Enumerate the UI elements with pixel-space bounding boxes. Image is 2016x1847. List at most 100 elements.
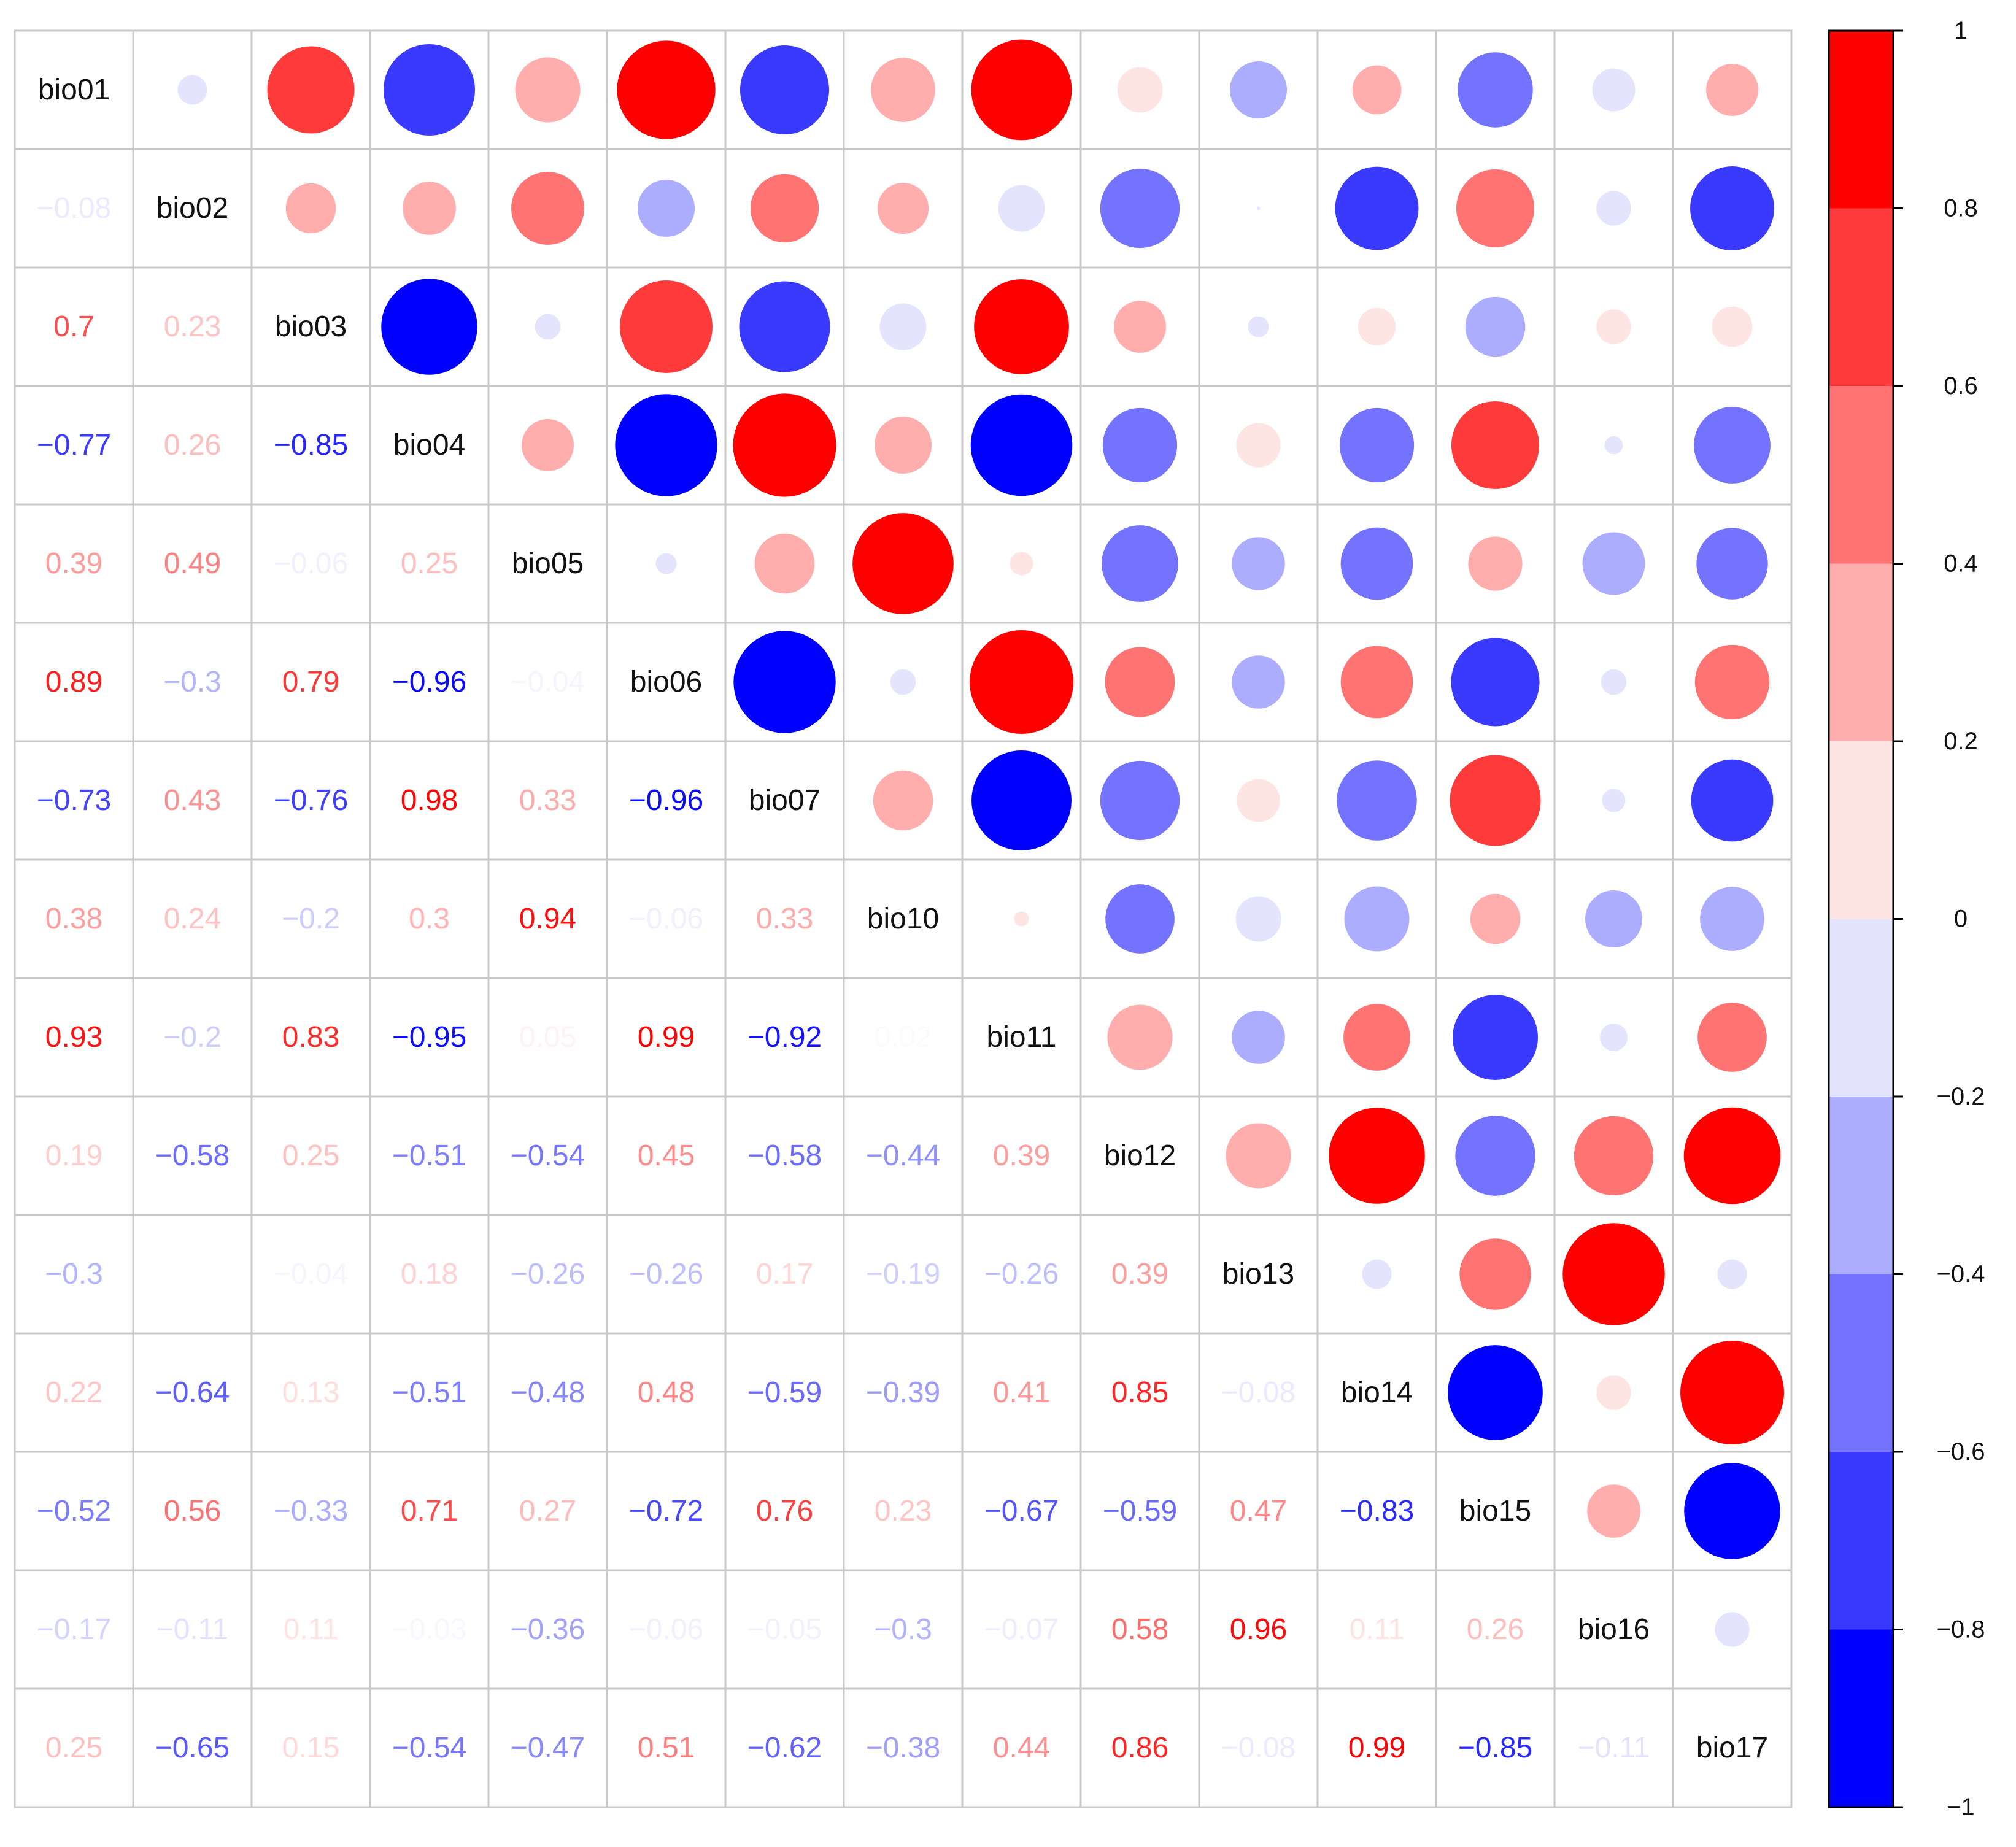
colorbar-segment xyxy=(1829,741,1893,919)
coefficient-label-bio15-bio07: 0.76 xyxy=(756,1495,813,1527)
correlation-circle-bio06-bio12 xyxy=(1105,647,1175,717)
coefficient-label-bio07-bio02: 0.43 xyxy=(164,784,221,817)
coefficient-label-bio11-bio01: 0.93 xyxy=(45,1021,102,1054)
coefficient-label-bio06-bio03: 0.79 xyxy=(282,666,339,698)
colorbar-tick-label: −0.2 xyxy=(1937,1083,1985,1110)
correlation-circle-bio05-bio14 xyxy=(1340,527,1413,600)
coefficient-label-bio12-bio07: −0.58 xyxy=(747,1139,822,1172)
coefficient-label-bio14-bio10: −0.39 xyxy=(866,1376,940,1409)
correlation-circle-bio06-bio14 xyxy=(1340,646,1413,719)
coefficient-label-bio04-bio02: 0.26 xyxy=(164,429,221,461)
coefficient-label-bio05-bio04: 0.25 xyxy=(401,547,458,580)
coefficient-label-bio14-bio03: 0.13 xyxy=(282,1376,339,1409)
coefficient-label-bio17-bio12: 0.86 xyxy=(1111,1732,1168,1764)
correlation-circle-bio03-bio07 xyxy=(739,281,830,372)
correlation-circle-bio12-bio17 xyxy=(1683,1107,1781,1205)
colorbar-segment xyxy=(1829,386,1893,564)
correlation-circle-bio07-bio15 xyxy=(1450,755,1541,846)
coefficient-label-bio06-bio02: −0.3 xyxy=(163,666,222,698)
correlation-circle-bio02-bio07 xyxy=(750,174,819,243)
correlation-circle-bio04-bio15 xyxy=(1451,401,1540,490)
coefficient-label-bio12-bio05: −0.54 xyxy=(511,1139,585,1172)
coefficient-label-bio07-bio03: −0.76 xyxy=(274,784,348,817)
coefficient-label-bio07-bio04: 0.98 xyxy=(401,784,458,817)
correlation-circle-bio02-bio15 xyxy=(1456,169,1535,248)
colorbar-tick-label: 1 xyxy=(1954,17,1968,44)
coefficient-label-bio16-bio04: −0.03 xyxy=(392,1613,466,1646)
coefficient-label-bio14-bio05: −0.48 xyxy=(511,1376,585,1409)
coefficient-label-bio17-bio13: −0.08 xyxy=(1221,1732,1296,1764)
coefficient-label-bio13-bio03: −0.04 xyxy=(274,1258,348,1290)
coefficient-label-bio11-bio06: 0.99 xyxy=(638,1021,695,1054)
correlation-circle-bio10-bio15 xyxy=(1470,893,1521,944)
colorbar: 1 0.8 0.6 0.4 0.2 0 −0.2 −0.4 −0.6 −0.8 −1 xyxy=(1828,17,1985,1821)
colorbar-segment xyxy=(1829,1274,1893,1452)
coefficient-label-bio11-bio07: −0.92 xyxy=(747,1021,822,1054)
correlation-circle-bio02-bio06 xyxy=(637,179,695,237)
colorbar-tick-label: 0.4 xyxy=(1944,550,1978,577)
correlation-circle-bio06-bio16 xyxy=(1601,669,1627,695)
coefficient-label-bio15-bio11: −0.67 xyxy=(984,1495,1059,1527)
coefficient-label-bio10-bio03: −0.2 xyxy=(282,903,340,935)
coefficient-label-bio14-bio06: 0.48 xyxy=(638,1376,695,1409)
correlation-circle-bio16-bio17 xyxy=(1715,1612,1750,1647)
coefficient-label-bio17-bio04: −0.54 xyxy=(392,1732,466,1764)
coefficient-label-bio13-bio04: 0.18 xyxy=(401,1258,458,1290)
correlation-circle-bio13-bio14 xyxy=(1362,1259,1392,1289)
correlation-circle-bio11-bio15 xyxy=(1452,994,1539,1081)
coefficient-label-bio16-bio11: −0.07 xyxy=(984,1613,1059,1646)
coefficient-label-bio11-bio03: 0.83 xyxy=(282,1021,339,1054)
correlation-circle-bio07-bio10 xyxy=(873,770,933,831)
coefficient-label-bio07-bio06: −0.96 xyxy=(629,784,703,817)
correlation-circle-bio01-bio05 xyxy=(515,57,581,123)
coefficient-label-bio14-bio01: 0.22 xyxy=(45,1376,102,1409)
correlation-circle-bio07-bio17 xyxy=(1691,759,1774,842)
correlation-circle-bio11-bio13 xyxy=(1232,1011,1285,1064)
coefficient-label-bio03-bio01: 0.7 xyxy=(53,310,95,343)
coefficient-label-bio17-bio11: 0.44 xyxy=(993,1732,1050,1764)
coefficient-label-bio10-bio04: 0.3 xyxy=(409,903,450,935)
correlation-circle-bio07-bio14 xyxy=(1337,760,1417,841)
correlation-circle-bio03-bio16 xyxy=(1596,309,1631,344)
correlation-circle-bio10-bio11 xyxy=(1014,911,1029,927)
coefficient-label-bio16-bio13: 0.96 xyxy=(1230,1613,1287,1646)
colorbar-tick-label: 0.2 xyxy=(1944,728,1978,755)
correlation-circle-bio02-bio16 xyxy=(1596,191,1631,226)
coefficient-label-bio13-bio12: 0.39 xyxy=(1111,1258,1168,1290)
colorbar-segment xyxy=(1829,208,1893,387)
coefficient-label-bio17-bio01: 0.25 xyxy=(45,1732,102,1764)
coefficient-label-bio11-bio05: 0.05 xyxy=(519,1021,576,1054)
correlation-circle-bio06-bio13 xyxy=(1232,655,1285,709)
correlation-circle-bio01-bio17 xyxy=(1706,64,1758,116)
coefficient-label-bio17-bio14: 0.99 xyxy=(1348,1732,1405,1764)
coefficient-label-bio04-bio01: −0.77 xyxy=(37,429,111,461)
correlation-circle-bio15-bio17 xyxy=(1684,1463,1780,1559)
correlation-circle-bio14-bio17 xyxy=(1680,1341,1784,1444)
coefficient-label-bio10-bio06: −0.06 xyxy=(629,903,703,935)
diagonal-label-bio07: bio07 xyxy=(749,784,821,817)
coefficient-label-bio17-bio02: −0.65 xyxy=(155,1732,230,1764)
coefficient-label-bio15-bio02: 0.56 xyxy=(164,1495,221,1527)
correlation-circle-bio05-bio06 xyxy=(655,553,677,574)
diagonal-label-bio02: bio02 xyxy=(156,192,228,225)
coefficient-label-bio16-bio02: −0.11 xyxy=(156,1613,229,1646)
colorbar-segment xyxy=(1829,919,1893,1097)
correlation-circle-bio05-bio12 xyxy=(1102,525,1178,602)
correlation-circle-bio10-bio16 xyxy=(1585,890,1643,948)
coefficient-label-bio16-bio15: 0.26 xyxy=(1467,1613,1524,1646)
correlation-circle-bio05-bio16 xyxy=(1582,532,1645,595)
correlation-circle-bio02-bio10 xyxy=(877,182,929,234)
correlation-circle-bio04-bio12 xyxy=(1102,407,1178,483)
coefficient-label-bio16-bio12: 0.58 xyxy=(1111,1613,1168,1646)
correlation-circle-bio12-bio14 xyxy=(1329,1108,1425,1204)
coefficient-label-bio03-bio02: 0.23 xyxy=(164,310,221,343)
correlation-circle-bio11-bio12 xyxy=(1107,1004,1173,1070)
correlation-circle-bio02-bio11 xyxy=(998,185,1045,232)
correlation-circle-bio06-bio17 xyxy=(1694,644,1770,720)
coefficient-label-bio17-bio03: 0.15 xyxy=(282,1732,339,1764)
coefficient-label-bio02-bio01: −0.08 xyxy=(37,192,111,225)
correlation-circle-bio06-bio07 xyxy=(733,631,836,733)
correlation-circle-bio05-bio17 xyxy=(1696,528,1768,600)
correlation-circle-bio04-bio10 xyxy=(874,416,932,474)
